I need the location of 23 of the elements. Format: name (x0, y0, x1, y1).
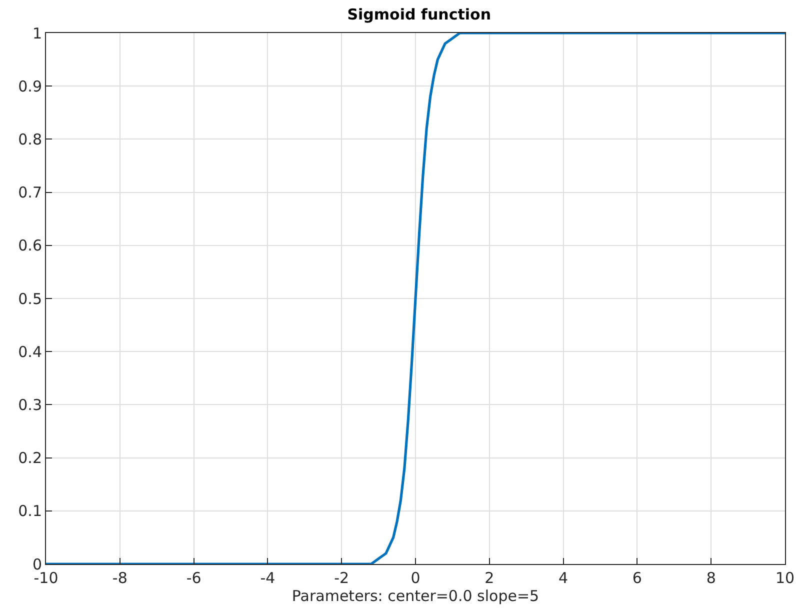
y-tick-label: 0.8 (18, 130, 42, 148)
x-tick-label: 10 (775, 569, 795, 587)
x-tick-label: -6 (186, 569, 202, 587)
x-axis-title: Parameters: center=0.0 slope=5 (292, 587, 540, 605)
x-tick-label: -2 (334, 569, 350, 587)
y-tick-label: 1 (32, 24, 42, 42)
y-tick-label: 0.1 (18, 502, 42, 520)
y-tick-label: 0.9 (18, 77, 42, 96)
x-tick-label: -4 (260, 569, 276, 587)
y-tick-label: 0.2 (18, 449, 42, 468)
x-tick-label: 0 (410, 569, 420, 587)
y-tick-label: 0.4 (18, 342, 42, 361)
y-tick-label: 0.7 (18, 184, 42, 202)
x-tick-label: 6 (632, 569, 642, 587)
y-tick-label: 0.3 (18, 396, 42, 414)
x-tick-label: 8 (706, 569, 716, 587)
y-tick-label: 0.5 (18, 290, 42, 308)
line-series (46, 33, 785, 564)
x-tick-label: 4 (558, 569, 568, 587)
y-tick-label: 0.6 (18, 236, 42, 255)
chart-title: Sigmoid function (347, 6, 492, 24)
x-tick-label: -8 (112, 569, 128, 587)
x-tick-label: 2 (484, 569, 494, 587)
